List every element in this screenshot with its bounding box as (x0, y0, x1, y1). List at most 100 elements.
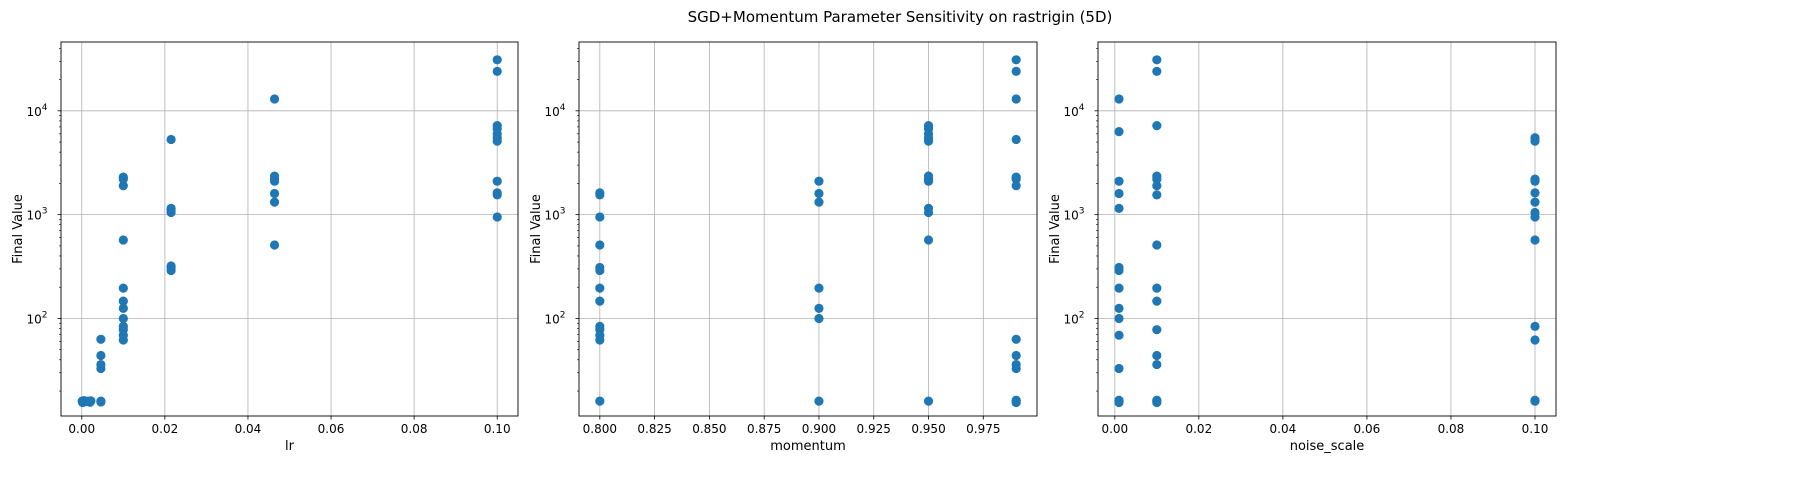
data-point (1152, 66, 1162, 76)
data-point (923, 396, 934, 406)
data-point (1114, 330, 1124, 340)
data-point (923, 235, 934, 245)
data-point (118, 235, 128, 245)
y-tick-label: 102 (26, 310, 47, 326)
data-point (492, 188, 502, 198)
subplot-noise-scale: 0.00 0.02 0.04 0.06 0.08 0.10 102 103 104 noise_s… (1048, 41, 1557, 454)
x-tick-label: 0.10 (484, 422, 511, 436)
y-tick-label: 103 (544, 207, 565, 223)
data-point (1152, 121, 1162, 131)
data-point (1011, 350, 1021, 361)
data-point (595, 188, 605, 198)
y-axis-label: Final Value (11, 194, 26, 264)
data-point (1152, 181, 1162, 191)
x-tick-label: 0.925 (857, 422, 891, 436)
data-point (923, 171, 934, 181)
data-point (86, 396, 96, 406)
data-point (595, 296, 605, 306)
y-tick-label: 104 (1063, 103, 1084, 119)
data-point (492, 55, 502, 65)
x-tick-label: 0.08 (401, 422, 428, 436)
data-point (1152, 296, 1162, 306)
data-point (1114, 94, 1124, 104)
data-point (1011, 181, 1021, 191)
x-axis-label: momentum (770, 439, 846, 454)
data-point (1152, 395, 1162, 405)
data-point (118, 321, 128, 331)
data-point (96, 359, 106, 370)
data-point (269, 197, 280, 207)
data-point (814, 283, 824, 293)
data-point (1114, 262, 1124, 273)
data-point (1152, 171, 1162, 181)
data-point (1152, 240, 1162, 250)
data-point (1011, 55, 1021, 65)
data-point (1530, 133, 1540, 143)
data-point (1530, 174, 1540, 184)
data-point (492, 176, 502, 186)
x-tick-label: 0.825 (637, 422, 671, 436)
x-tick-label: 0.06 (1354, 422, 1381, 436)
y-axis-label: Final Value (529, 194, 544, 264)
data-point (96, 397, 106, 407)
x-tick-label: 0.875 (747, 422, 781, 436)
x-axis-label: noise_scale (1290, 439, 1365, 454)
x-tick-label: 0.02 (1185, 422, 1212, 436)
data-point (1114, 176, 1124, 186)
data-point (118, 303, 128, 314)
x-tick-label: 0.02 (152, 422, 179, 436)
data-point (595, 283, 605, 293)
data-point (1152, 350, 1162, 361)
data-point (492, 121, 502, 131)
data-point (1152, 283, 1162, 293)
data-point (1530, 321, 1540, 331)
data-point (1152, 325, 1162, 335)
data-point (118, 172, 128, 182)
data-point (1530, 235, 1540, 245)
x-axis-label: lr (285, 439, 295, 454)
data-point (1114, 203, 1124, 213)
data-point (1114, 188, 1124, 199)
data-point (96, 334, 106, 344)
data-point (1011, 134, 1021, 145)
subplot-lr: 0.00 0.02 0.04 0.06 0.08 0.10 102 103 104 lr Final… (11, 41, 519, 454)
data-point (1152, 359, 1162, 370)
x-tick-label: 0.04 (235, 422, 262, 436)
data-point (1114, 313, 1124, 324)
data-point (595, 396, 605, 406)
y-axis-label: Final Value (1048, 194, 1063, 264)
data-point (96, 350, 106, 361)
data-point (166, 203, 176, 213)
y-tick-label: 104 (26, 103, 47, 119)
data-point (1114, 395, 1124, 405)
figure-title: SGD+Momentum Parameter Sensitivity on ra… (688, 8, 1113, 26)
data-point (166, 134, 176, 145)
data-point (1152, 55, 1162, 65)
y-tick-label: 102 (1063, 310, 1084, 326)
y-tick-label: 103 (1063, 207, 1084, 223)
subplot-momentum: 0.800 0.825 0.850 0.875 0.900 0.925 0.950 0.975… (529, 41, 1038, 454)
data-point (269, 188, 280, 199)
x-tick-label: 0.950 (911, 422, 945, 436)
axes-frame (60, 41, 519, 417)
data-point (814, 313, 824, 324)
data-point (492, 212, 502, 222)
data-point (814, 396, 824, 406)
data-point (1530, 197, 1540, 207)
axes-frame (578, 41, 1038, 417)
x-tick-label: 0.850 (692, 422, 726, 436)
data-point (1114, 303, 1124, 314)
data-point (1530, 395, 1540, 405)
x-tick-label: 0.06 (318, 422, 345, 436)
data-point (269, 171, 280, 181)
data-point (1530, 207, 1540, 218)
data-point (1011, 359, 1021, 370)
x-tick-label: 0.900 (802, 422, 836, 436)
data-point (1114, 283, 1124, 293)
y-tick-label: 103 (26, 207, 47, 223)
x-tick-label: 0.800 (583, 422, 617, 436)
data-point (595, 321, 605, 331)
x-tick-label: 0.975 (966, 422, 1000, 436)
